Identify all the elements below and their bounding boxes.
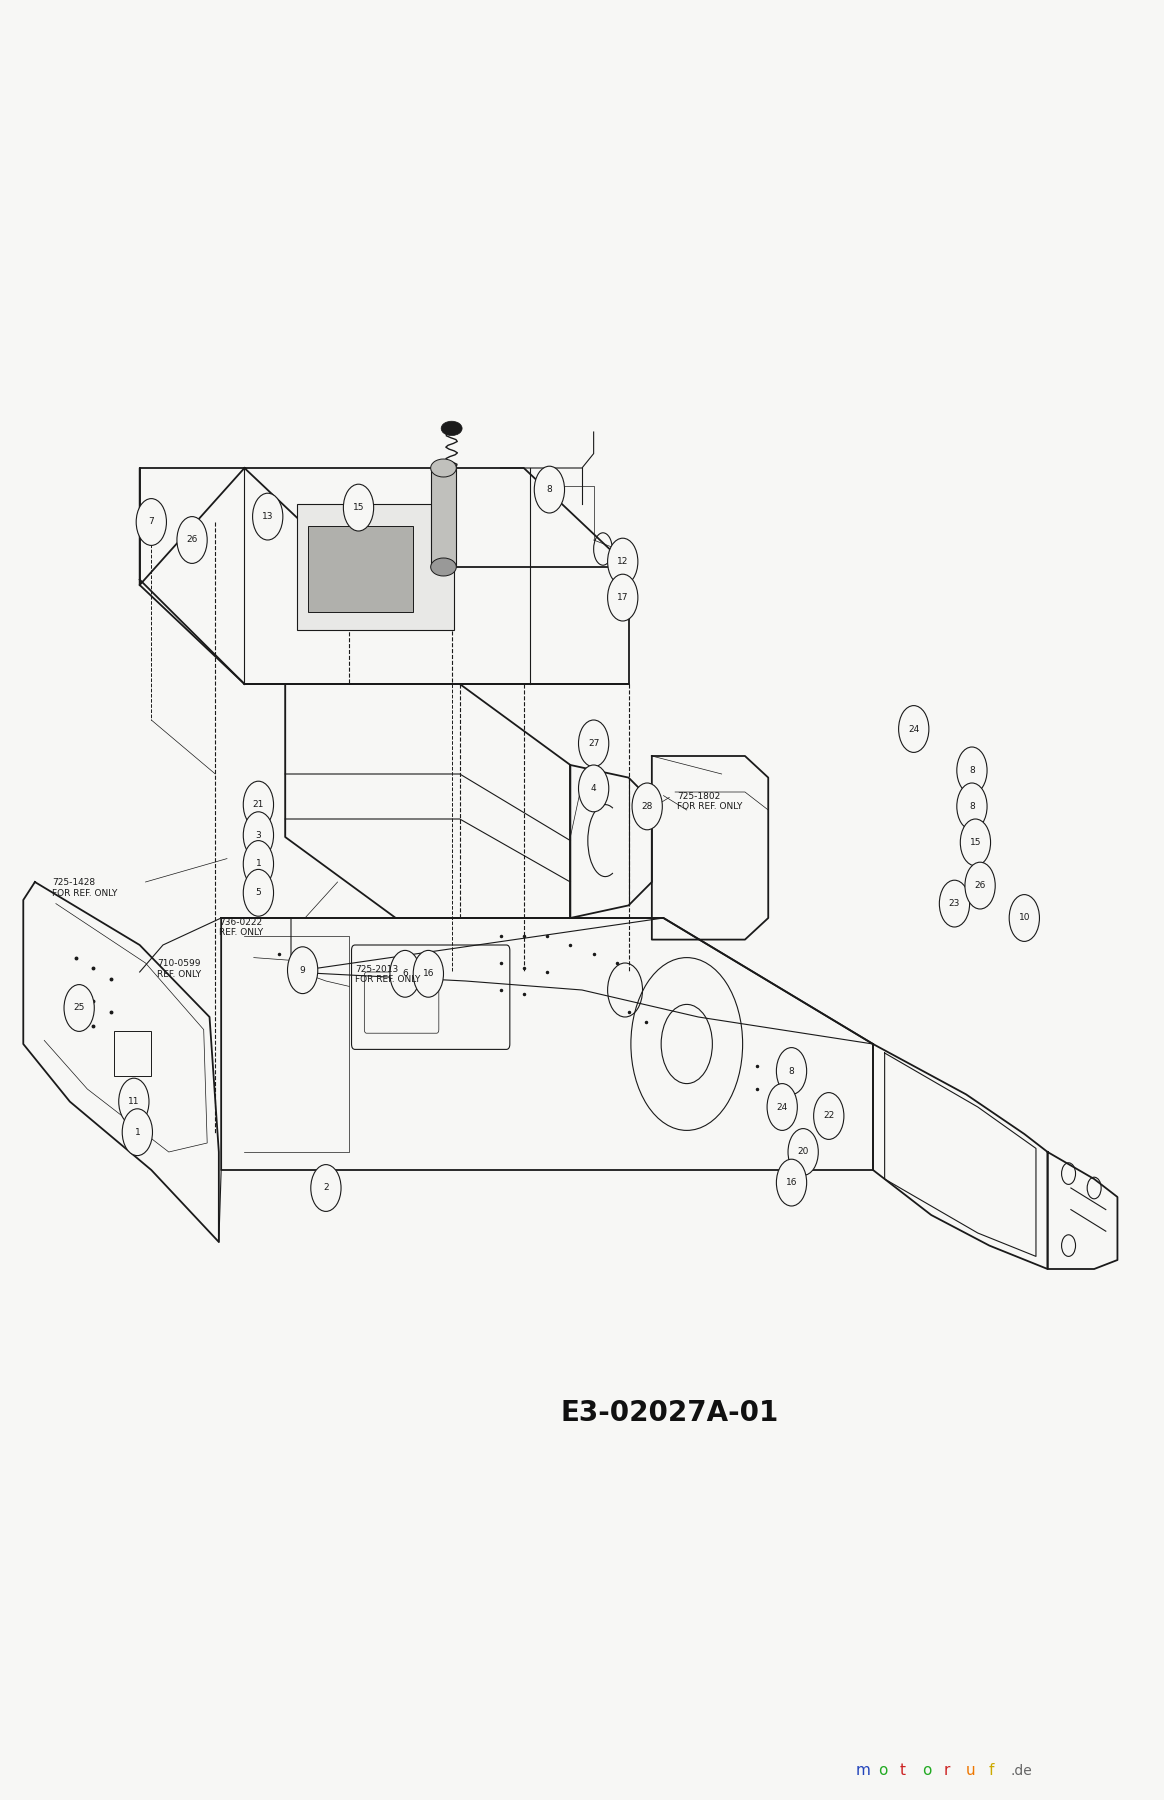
- Circle shape: [177, 517, 207, 563]
- Text: 12: 12: [617, 558, 629, 567]
- Circle shape: [579, 720, 609, 767]
- Text: 13: 13: [262, 513, 274, 522]
- Text: f: f: [988, 1764, 994, 1778]
- Text: 1: 1: [135, 1127, 140, 1138]
- Circle shape: [288, 947, 318, 994]
- Text: 7: 7: [149, 518, 154, 526]
- Circle shape: [243, 812, 274, 859]
- Text: 8: 8: [789, 1066, 794, 1075]
- Ellipse shape: [431, 459, 456, 477]
- Text: t: t: [900, 1764, 906, 1778]
- Ellipse shape: [431, 558, 456, 576]
- Text: 725-2013
FOR REF. ONLY: 725-2013 FOR REF. ONLY: [355, 965, 420, 985]
- Text: 15: 15: [353, 504, 364, 513]
- Text: 15: 15: [970, 839, 981, 848]
- Text: 736-0222
REF. ONLY: 736-0222 REF. ONLY: [219, 918, 263, 938]
- Text: 710-0599
REF. ONLY: 710-0599 REF. ONLY: [157, 959, 201, 979]
- Text: 17: 17: [617, 592, 629, 601]
- Circle shape: [390, 950, 420, 997]
- Text: 8: 8: [970, 801, 974, 810]
- Text: 4: 4: [591, 783, 596, 792]
- Text: 26: 26: [974, 882, 986, 891]
- Text: 11: 11: [128, 1096, 140, 1105]
- Circle shape: [243, 781, 274, 828]
- Circle shape: [311, 1165, 341, 1211]
- Circle shape: [776, 1048, 807, 1094]
- Text: 28: 28: [641, 801, 653, 810]
- Text: o: o: [878, 1764, 887, 1778]
- Text: 16: 16: [786, 1177, 797, 1188]
- Text: 2: 2: [324, 1184, 328, 1192]
- Text: r: r: [944, 1764, 950, 1778]
- Circle shape: [253, 493, 283, 540]
- Text: 5: 5: [256, 887, 261, 896]
- Text: 24: 24: [908, 724, 920, 734]
- Circle shape: [939, 880, 970, 927]
- Circle shape: [579, 765, 609, 812]
- Text: 10: 10: [1018, 914, 1030, 922]
- Text: 3: 3: [256, 830, 261, 839]
- Circle shape: [899, 706, 929, 752]
- Text: E3-02027A-01: E3-02027A-01: [560, 1399, 779, 1427]
- Circle shape: [64, 985, 94, 1031]
- Circle shape: [957, 747, 987, 794]
- Circle shape: [608, 538, 638, 585]
- Circle shape: [776, 1159, 807, 1206]
- Ellipse shape: [441, 421, 462, 436]
- Circle shape: [343, 484, 374, 531]
- Circle shape: [119, 1078, 149, 1125]
- Text: o: o: [922, 1764, 931, 1778]
- Circle shape: [957, 783, 987, 830]
- Text: 24: 24: [776, 1102, 788, 1111]
- Text: 6: 6: [403, 968, 407, 979]
- Circle shape: [960, 819, 991, 866]
- Text: 25: 25: [73, 1004, 85, 1012]
- Circle shape: [814, 1093, 844, 1139]
- Text: 9: 9: [300, 965, 305, 976]
- Circle shape: [243, 869, 274, 916]
- Bar: [308, 526, 413, 612]
- Text: 26: 26: [186, 536, 198, 544]
- Circle shape: [243, 841, 274, 887]
- Circle shape: [1009, 895, 1039, 941]
- Text: 21: 21: [253, 799, 264, 808]
- Text: 20: 20: [797, 1148, 809, 1157]
- Text: 725-1802
FOR REF. ONLY: 725-1802 FOR REF. ONLY: [677, 792, 743, 812]
- Circle shape: [965, 862, 995, 909]
- Text: 27: 27: [588, 740, 599, 749]
- Circle shape: [788, 1129, 818, 1175]
- Text: u: u: [966, 1764, 975, 1778]
- Text: m: m: [856, 1764, 871, 1778]
- Text: 725-1428
FOR REF. ONLY: 725-1428 FOR REF. ONLY: [52, 878, 118, 898]
- Text: .de: .de: [1010, 1764, 1032, 1778]
- Bar: [297, 504, 454, 630]
- Circle shape: [136, 499, 166, 545]
- Circle shape: [413, 950, 443, 997]
- Text: 23: 23: [949, 900, 960, 907]
- Circle shape: [122, 1109, 152, 1156]
- Text: 8: 8: [970, 767, 974, 776]
- Circle shape: [632, 783, 662, 830]
- Bar: [431, 468, 456, 567]
- Text: 22: 22: [823, 1111, 835, 1120]
- Circle shape: [534, 466, 565, 513]
- Circle shape: [767, 1084, 797, 1130]
- Bar: [114, 1031, 151, 1076]
- Text: 1: 1: [256, 860, 261, 869]
- Text: 8: 8: [547, 486, 552, 495]
- Text: 16: 16: [423, 968, 434, 979]
- Circle shape: [608, 574, 638, 621]
